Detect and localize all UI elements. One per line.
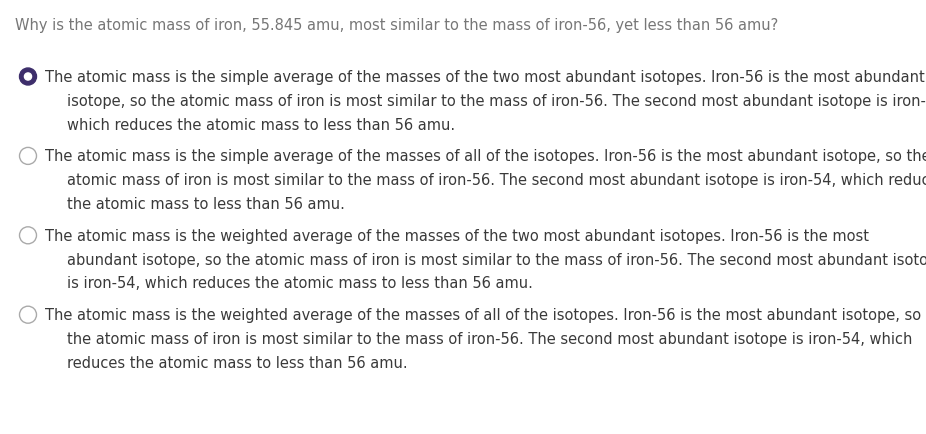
Text: which reduces the atomic mass to less than 56 amu.: which reduces the atomic mass to less th… <box>67 118 455 133</box>
Text: abundant isotope, so the atomic mass of iron is most similar to the mass of iron: abundant isotope, so the atomic mass of … <box>67 253 926 268</box>
Circle shape <box>24 73 31 80</box>
Text: is iron-54, which reduces the atomic mass to less than 56 amu.: is iron-54, which reduces the atomic mas… <box>67 276 532 291</box>
Text: the atomic mass to less than 56 amu.: the atomic mass to less than 56 amu. <box>67 197 344 212</box>
Text: reduces the atomic mass to less than 56 amu.: reduces the atomic mass to less than 56 … <box>67 356 407 371</box>
Text: The atomic mass is the weighted average of the masses of all of the isotopes. Ir: The atomic mass is the weighted average … <box>45 308 921 323</box>
Text: atomic mass of iron is most similar to the mass of iron-56. The second most abun: atomic mass of iron is most similar to t… <box>67 173 926 188</box>
Text: Why is the atomic mass of iron, 55.845 amu, most similar to the mass of iron-56,: Why is the atomic mass of iron, 55.845 a… <box>15 18 778 33</box>
Text: The atomic mass is the weighted average of the masses of the two most abundant i: The atomic mass is the weighted average … <box>45 229 869 244</box>
Text: the atomic mass of iron is most similar to the mass of iron-56. The second most : the atomic mass of iron is most similar … <box>67 332 912 347</box>
Circle shape <box>19 68 36 85</box>
Text: The atomic mass is the simple average of the masses of all of the isotopes. Iron: The atomic mass is the simple average of… <box>45 149 926 164</box>
Text: The atomic mass is the simple average of the masses of the two most abundant iso: The atomic mass is the simple average of… <box>45 70 925 85</box>
Text: isotope, so the atomic mass of iron is most similar to the mass of iron-56. The : isotope, so the atomic mass of iron is m… <box>67 94 926 109</box>
